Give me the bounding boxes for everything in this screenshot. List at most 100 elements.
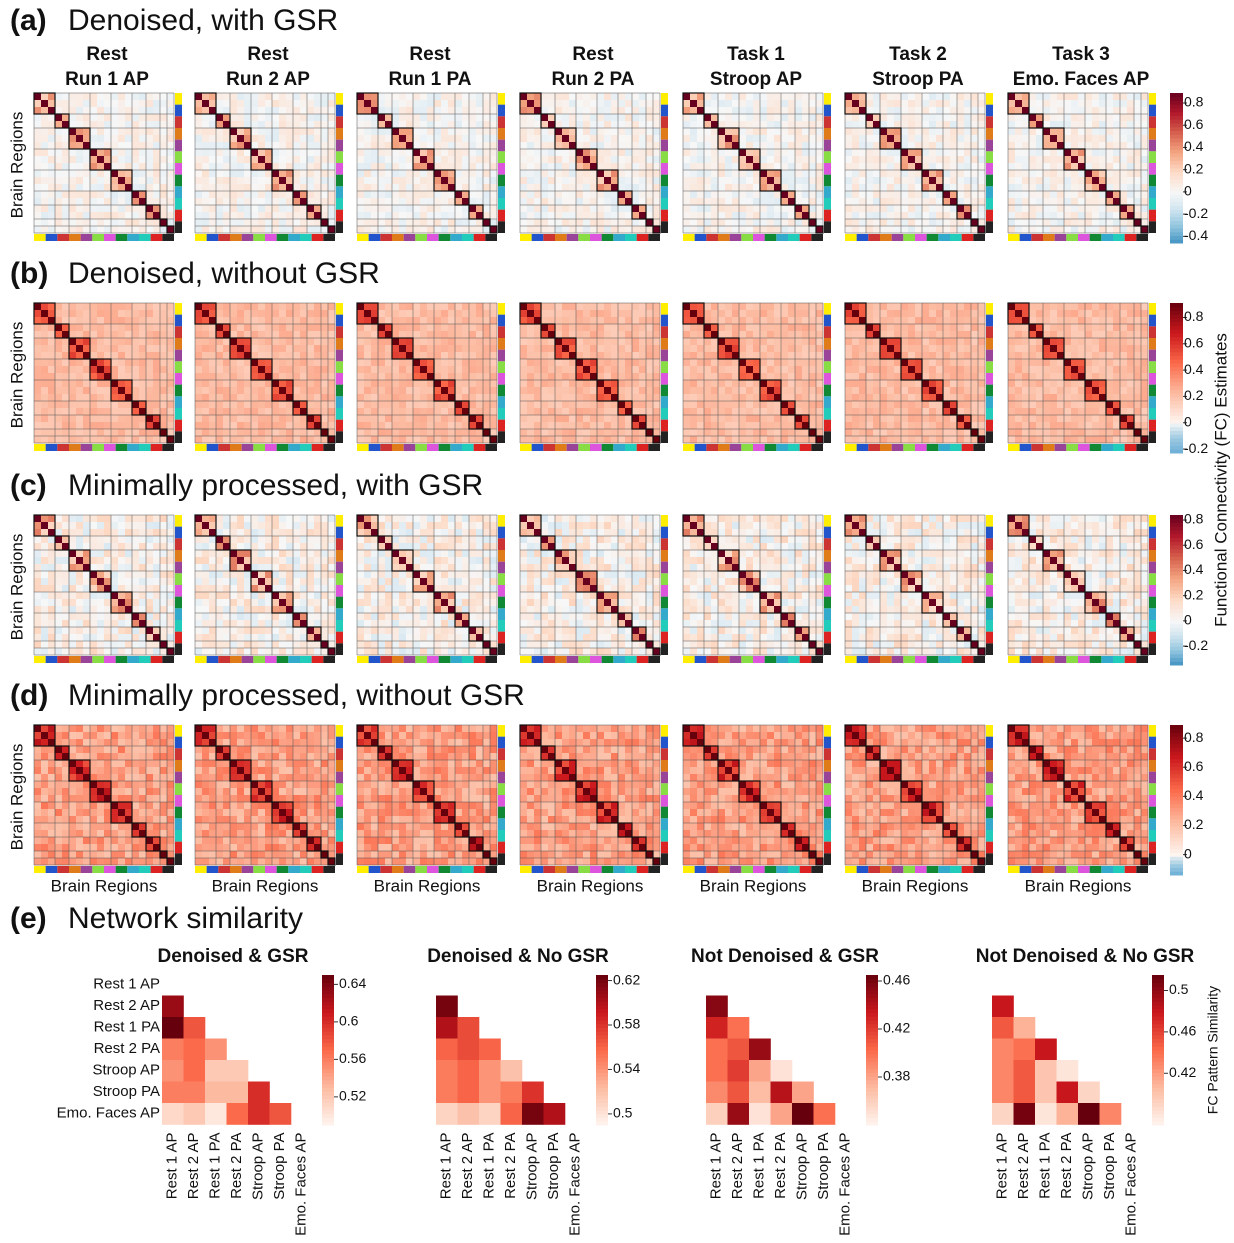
matrix-cell (469, 184, 477, 192)
matrix-cell (209, 177, 217, 185)
matrix-cell (286, 331, 294, 339)
column-header: Run 2 PA (551, 69, 634, 90)
matrix-cell (653, 219, 661, 227)
matrix-cell (462, 338, 470, 346)
matrix-cell (753, 142, 761, 150)
matrix-cell (230, 219, 238, 227)
network-strip (336, 373, 343, 385)
matrix-cell (1113, 212, 1121, 220)
matrix-cell (146, 163, 154, 171)
matrix-cell (167, 380, 175, 388)
matrix-cell (816, 177, 824, 185)
matrix-cell (520, 205, 528, 213)
network-block (377, 323, 393, 339)
matrix-cell (357, 359, 365, 367)
matrix-cell (1064, 121, 1072, 129)
matrix-cell (604, 100, 612, 108)
matrix-cell (251, 436, 259, 444)
network-strip (438, 234, 451, 241)
matrix-cell (1043, 177, 1051, 185)
matrix-cell (244, 198, 252, 206)
matrix-cell (357, 415, 365, 423)
matrix-cell (378, 373, 386, 381)
matrix-cell (76, 184, 84, 192)
matrix-cell (427, 226, 435, 234)
matrix-cell (125, 184, 133, 192)
matrix-cell (604, 380, 612, 388)
matrix-cell (448, 359, 456, 367)
matrix-cell (753, 121, 761, 129)
matrix-cell (371, 121, 379, 129)
matrix-cell (1029, 100, 1037, 108)
network-strip (336, 338, 343, 350)
matrix-cell (562, 366, 570, 374)
matrix-cell (160, 401, 168, 409)
matrix-cell (111, 345, 119, 353)
matrix-cell (625, 128, 633, 136)
matrix-cell (251, 324, 259, 332)
matrix-cell (314, 184, 322, 192)
matrix-cell (357, 317, 365, 325)
matrix-cell (852, 93, 860, 101)
matrix-cell (746, 149, 754, 157)
matrix-cell (153, 436, 161, 444)
matrix-cell (476, 114, 484, 122)
matrix-cell (216, 184, 224, 192)
matrix-cell (625, 436, 633, 444)
matrix-cell (62, 380, 70, 388)
network-strip (336, 186, 343, 198)
matrix-cell (202, 436, 210, 444)
matrix-cell (590, 394, 598, 402)
matrix-cell (704, 191, 712, 199)
network-strip (824, 116, 831, 128)
matrix-cell (964, 114, 972, 122)
matrix-cell (41, 212, 49, 220)
matrix-cell (746, 177, 754, 185)
matrix-cell (118, 100, 126, 108)
matrix-cell (69, 177, 77, 185)
matrix-cell (1064, 184, 1072, 192)
matrix-cell (125, 93, 133, 101)
matrix-cell (490, 408, 498, 416)
matrix-cell (760, 128, 768, 136)
matrix-cell (739, 191, 747, 199)
matrix-cell (34, 121, 42, 129)
matrix-cell (41, 303, 49, 311)
matrix-cell (1015, 93, 1023, 101)
matrix-cell (604, 114, 612, 122)
matrix-cell (469, 352, 477, 360)
matrix-cell (427, 142, 435, 150)
matrix-cell (901, 128, 909, 136)
matrix-cell (272, 170, 280, 178)
matrix-cell (385, 170, 393, 178)
matrix-cell (34, 366, 42, 374)
matrix-cell (611, 352, 619, 360)
network-strip (986, 198, 993, 210)
matrix-cell (590, 366, 598, 374)
matrix-cell (1127, 184, 1135, 192)
matrix-cell (441, 429, 449, 437)
matrix-cell (55, 142, 63, 150)
matrix-cell (237, 401, 245, 409)
matrix-cell (265, 212, 273, 220)
matrix-cell (55, 373, 63, 381)
matrix-cell (950, 100, 958, 108)
matrix-cell (576, 191, 584, 199)
matrix-cell (328, 177, 336, 185)
matrix-cell (690, 212, 698, 220)
matrix-cell (1022, 121, 1030, 129)
matrix-cell (767, 107, 775, 115)
matrix-cell (590, 191, 598, 199)
matrix-cell (307, 436, 315, 444)
matrix-cell (293, 107, 301, 115)
matrix-cell (548, 401, 556, 409)
matrix-cell (195, 359, 203, 367)
matrix-cell (639, 107, 647, 115)
matrix-cell (618, 114, 626, 122)
matrix-cell (76, 212, 84, 220)
matrix-cell (434, 198, 442, 206)
matrix-cell (448, 191, 456, 199)
matrix-cell (357, 121, 365, 129)
matrix-cell (244, 303, 252, 311)
matrix-cell (548, 135, 556, 143)
